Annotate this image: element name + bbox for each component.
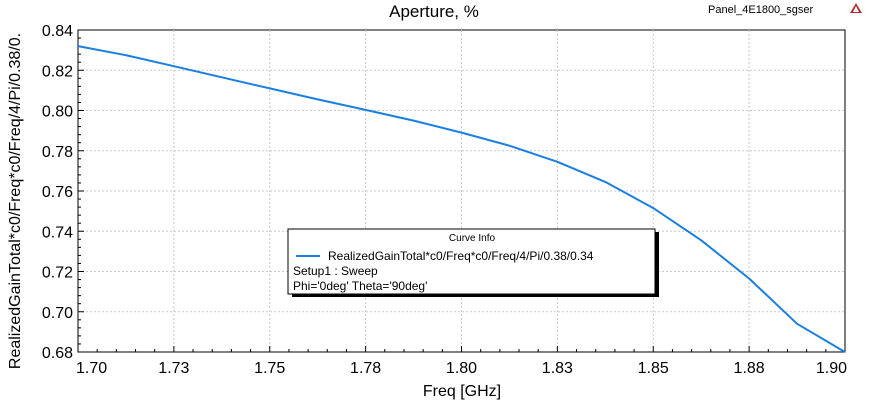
y-tick-label: 0.78 [42,144,73,161]
x-tick-label: 1.90 [816,360,847,377]
x-tick-label: 1.83 [542,360,573,377]
x-tick-label: 1.78 [350,360,381,377]
y-tick-label: 0.76 [42,184,73,201]
x-tick-label: 1.80 [446,360,477,377]
x-tick-label: 1.85 [638,360,669,377]
legend-title: Curve Info [449,233,496,244]
legend-entry-name: RealizedGainTotal*c0/Freq*c0/Freq/4/Pi/0… [328,249,594,263]
x-tick-label: 1.73 [158,360,189,377]
series-group [77,45,846,353]
x-tick-label: 1.75 [254,360,285,377]
grid-lines [78,30,845,352]
y-tick-label: 0.80 [42,104,73,121]
legend[interactable]: Curve Info RealizedGainTotal*c0/Freq*c0/… [287,228,659,297]
x-tick-label: 1.88 [734,360,765,377]
y-tick-label: 0.82 [42,63,73,80]
series-line[interactable] [77,45,846,353]
y-tick-label: 0.74 [42,224,73,241]
legend-box [287,228,656,295]
x-axis-label: Freq [GHz] [423,383,501,400]
legend-entry-angles: Phi='0deg' Theta='90deg' [293,279,427,293]
x-tick-labels: 1.70 1.73 1.75 1.78 1.80 1.83 1.85 1.88 1.90 [76,360,847,377]
y-axis-label: RealizedGainTotal*c0/Freq*c0/Freq/4/Pi/0… [7,33,24,369]
x-tick-label: 1.70 [76,360,107,377]
ansys-logo-icon [850,3,862,13]
design-name: Panel_4E1800_sgser [708,4,814,16]
chart-title: Aperture, % [389,2,479,21]
legend-entry-setup: Setup1 : Sweep [293,264,378,278]
y-tick-label: 0.68 [42,345,73,362]
y-tick-labels: 0.84 0.82 0.80 0.78 0.76 0.74 0.72 0.70 0.68 [42,23,73,362]
y-tick-label: 0.70 [42,305,73,322]
y-tick-label: 0.72 [42,265,73,282]
y-tick-label: 0.84 [42,23,73,40]
minor-ticks [77,29,846,353]
